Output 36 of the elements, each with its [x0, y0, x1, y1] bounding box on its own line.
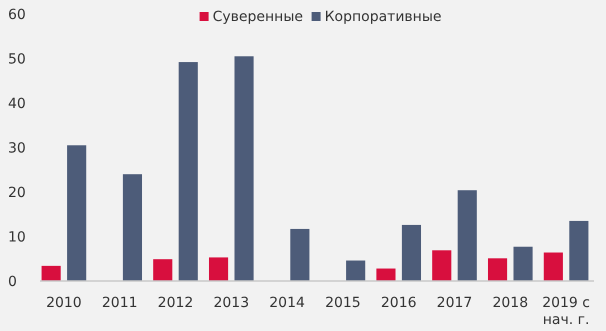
x-tick-label: 2015: [325, 295, 361, 311]
bar: [346, 260, 366, 281]
bar: [122, 174, 142, 281]
bar: [234, 56, 254, 281]
bar: [153, 259, 172, 281]
x-tick-label: 2011: [102, 295, 138, 311]
x-tick-label: 2016: [380, 295, 417, 311]
bar: [290, 228, 310, 281]
y-tick-label: 60: [8, 6, 26, 23]
x-tick-label: 2019 с нач. г.: [542, 295, 590, 328]
bar: [67, 145, 86, 281]
x-tick-label: 2018: [492, 295, 528, 311]
x-tick-label: 2013: [213, 295, 250, 311]
bar: [208, 257, 228, 281]
bar: [402, 224, 422, 281]
legend-label: Суверенные: [212, 9, 304, 25]
bar: [376, 268, 396, 281]
bar: [544, 252, 563, 281]
bar: [432, 250, 452, 281]
bar: [488, 258, 508, 281]
y-tick-label: 50: [8, 51, 26, 68]
legend-label: Корпоративные: [324, 9, 442, 25]
bar: [458, 190, 477, 281]
bar: [569, 220, 588, 281]
y-tick-label: 0: [8, 274, 17, 290]
x-tick-label: 2017: [436, 295, 472, 311]
bar: [42, 266, 61, 281]
x-tick-label: 2012: [158, 295, 194, 311]
y-tick-label: 20: [8, 184, 26, 201]
x-tick-label: 2010: [46, 295, 82, 311]
bar: [513, 246, 533, 281]
bar: [178, 62, 198, 281]
x-tick-label: 2014: [269, 295, 305, 311]
y-tick-label: 10: [8, 229, 26, 246]
y-tick-label: 40: [8, 96, 26, 112]
y-tick-label: 30: [8, 140, 26, 156]
